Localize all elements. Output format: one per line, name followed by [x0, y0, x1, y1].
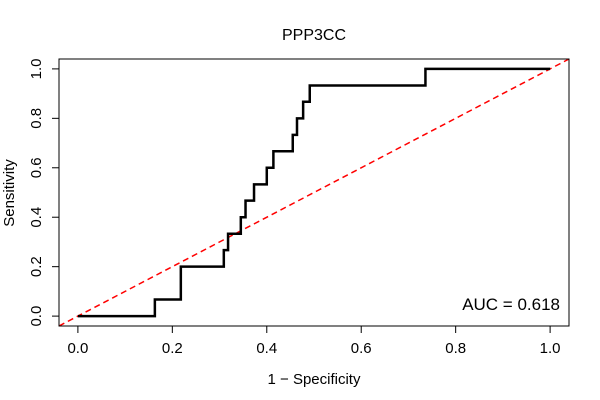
- x-tick-label: 0.4: [256, 340, 277, 357]
- x-tick-label: 1.0: [540, 340, 561, 357]
- y-tick-label: 0.0: [28, 306, 45, 327]
- y-axis-label: Sensitivity: [1, 159, 18, 227]
- y-tick-label: 0.6: [28, 157, 45, 178]
- x-tick-label: 0.8: [445, 340, 466, 357]
- plot-frame: [58, 58, 570, 327]
- y-axis: 0.0 0.2 0.4 0.6 0.8 1.0: [28, 58, 60, 327]
- y-tick-label: 0.8: [28, 108, 45, 129]
- auc-annotation: AUC = 0.618: [462, 295, 560, 314]
- y-tick-label: 0.4: [28, 207, 45, 228]
- y-tick-label: 1.0: [28, 58, 45, 79]
- y-tick-label: 0.2: [28, 256, 45, 277]
- chart-title: PPP3CC: [282, 27, 346, 44]
- reference-diagonal-line: [58, 58, 570, 327]
- roc-curve-line: [77, 67, 551, 318]
- x-tick-label: 0.2: [162, 340, 183, 357]
- plot-area: [58, 58, 570, 327]
- x-axis: 0.0 0.2 0.4 0.6 0.8 1.0: [67, 325, 561, 357]
- x-axis-label: 1 − Specificity: [268, 371, 361, 388]
- x-tick-label: 0.6: [351, 340, 372, 357]
- x-tick-label: 0.0: [67, 340, 88, 357]
